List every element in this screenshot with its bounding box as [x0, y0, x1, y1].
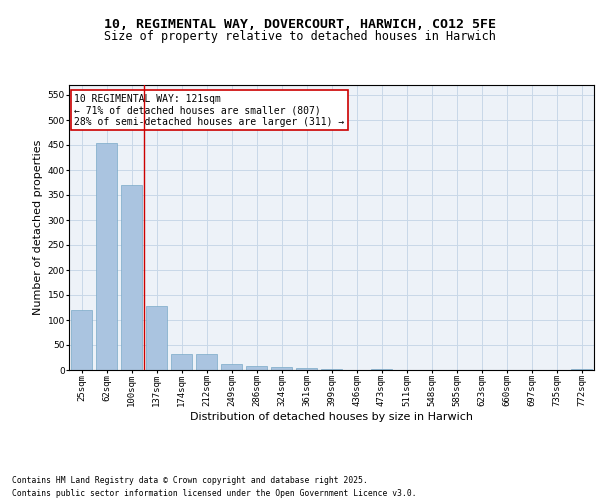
X-axis label: Distribution of detached houses by size in Harwich: Distribution of detached houses by size … [190, 412, 473, 422]
Text: Size of property relative to detached houses in Harwich: Size of property relative to detached ho… [104, 30, 496, 43]
Bar [321, 369, 342, 370]
Y-axis label: Number of detached properties: Number of detached properties [34, 140, 43, 315]
Bar [121, 185, 142, 370]
Bar [196, 354, 217, 370]
Text: 10, REGIMENTAL WAY, DOVERCOURT, HARWICH, CO12 5FE: 10, REGIMENTAL WAY, DOVERCOURT, HARWICH,… [104, 18, 496, 30]
Text: Contains HM Land Registry data © Crown copyright and database right 2025.: Contains HM Land Registry data © Crown c… [12, 476, 368, 485]
Bar [146, 306, 167, 370]
Bar [296, 368, 317, 370]
Bar [96, 142, 117, 370]
Bar [371, 369, 392, 370]
Bar [271, 367, 292, 370]
Bar [71, 310, 92, 370]
Bar [171, 354, 192, 370]
Text: 10 REGIMENTAL WAY: 121sqm
← 71% of detached houses are smaller (807)
28% of semi: 10 REGIMENTAL WAY: 121sqm ← 71% of detac… [74, 94, 344, 126]
Bar [221, 364, 242, 370]
Bar [246, 366, 267, 370]
Bar [571, 368, 592, 370]
Text: Contains public sector information licensed under the Open Government Licence v3: Contains public sector information licen… [12, 489, 416, 498]
